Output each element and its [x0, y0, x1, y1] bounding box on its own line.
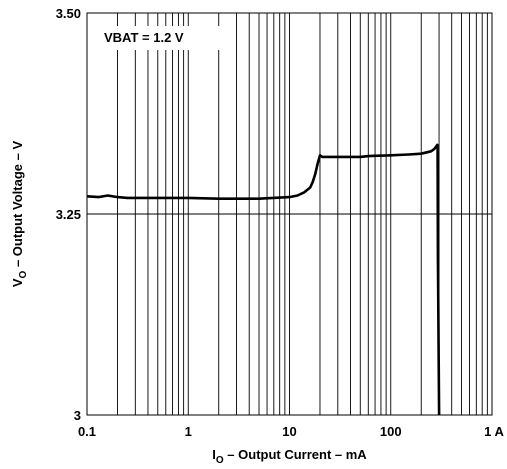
y-tick-label: 3.50: [56, 6, 81, 21]
series-line: [86, 143, 441, 416]
annotation-background: [96, 26, 224, 50]
y-axis-title-prefix: V: [10, 278, 25, 287]
annotation-label: VBAT = 1.2 V: [104, 30, 184, 45]
y-axis-title: VO – Output Voltage – V: [10, 141, 29, 288]
y-axis-title-rest: – Output Voltage – V: [10, 141, 25, 271]
y-tick-labels: 3.50 3.25 3: [56, 6, 81, 423]
x-tick-label: 100: [380, 424, 402, 439]
plot-frame: [86, 12, 493, 416]
x-tick-label: 0.1: [78, 424, 96, 439]
x-axis-title: IO – Output Current – mA: [212, 447, 367, 466]
y-tick-label: 3.25: [56, 207, 81, 222]
y-tick-label: 3: [74, 408, 81, 423]
x-tick-label: 1 A: [484, 424, 504, 439]
x-axis-title-prefix: I: [212, 447, 216, 462]
x-axis-title-rest: – Output Current – mA: [224, 447, 368, 462]
y-axis-title-sub: O: [18, 270, 29, 278]
x-tick-label: 10: [282, 424, 296, 439]
x-axis-title-sub: O: [216, 455, 224, 466]
data-series: [86, 143, 441, 416]
annotation-box: VBAT = 1.2 V: [96, 26, 224, 50]
x-tick-labels: 0.1 1 10 100 1 A: [78, 424, 505, 439]
x-tick-label: 1: [185, 424, 192, 439]
